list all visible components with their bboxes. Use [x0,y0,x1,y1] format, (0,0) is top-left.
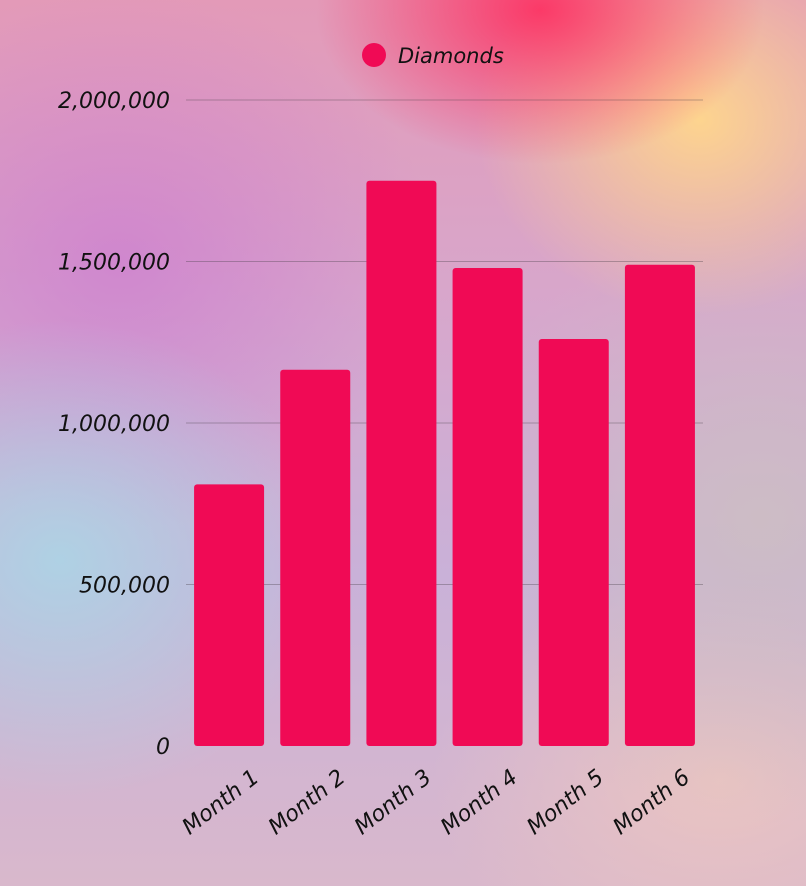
legend: Diamonds [362,43,504,68]
legend-swatch [362,43,386,67]
legend-label-diamonds: Diamonds [398,44,504,68]
y-axis-tick-labels: 0 500,000 1,000,000 1,500,000 2,000,000 [58,89,170,760]
y-tick-label: 1,500,000 [58,251,170,276]
bar-6 [624,264,695,746]
y-tick-label: 1,000,000 [58,412,170,437]
x-tick-label: Month 2 [264,765,350,840]
bar-4 [452,267,523,746]
y-tick-label: 500,000 [79,574,170,599]
bar-1 [194,484,265,746]
x-tick-label: Month 3 [350,765,436,840]
x-axis-tick-labels: Month 1 Month 2 Month 3 Month 4 Month 5 Month… [178,765,695,840]
y-tick-label: 0 [156,735,170,760]
y-tick-label: 2,000,000 [58,89,170,114]
bars [194,180,695,746]
bar-5 [538,339,609,746]
x-tick-label: Month 4 [436,765,522,840]
x-tick-label: Month 6 [609,765,695,840]
gridlines [186,99,703,585]
x-tick-label: Month 1 [178,765,264,840]
bar-3 [366,180,437,746]
bar-2 [280,369,351,746]
x-tick-label: Month 5 [523,765,609,840]
